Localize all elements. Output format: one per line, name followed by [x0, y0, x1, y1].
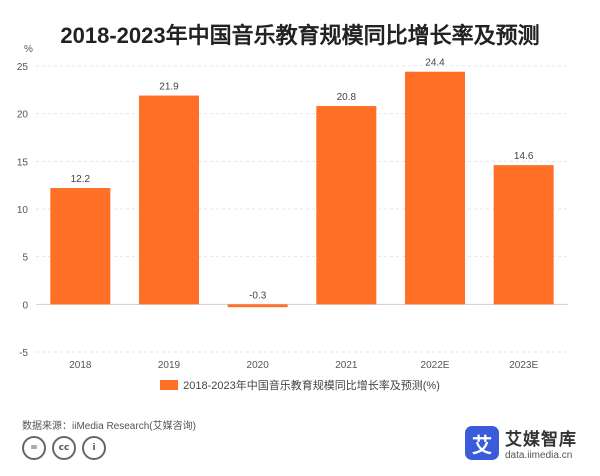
x-tick-label: 2023E — [509, 360, 538, 371]
brand-url: data.iimedia.cn — [505, 450, 573, 461]
chart-title: 2018-2023年中国音乐教育规模同比增长率及预测 — [60, 23, 540, 48]
x-tick-label: 2020 — [247, 360, 270, 371]
legend-label: 2018-2023年中国音乐教育规模同比增长率及预测(%) — [183, 380, 440, 392]
brand-logo: 艾 — [465, 426, 499, 460]
data-label: -0.3 — [249, 290, 267, 301]
y-tick-label: 0 — [22, 300, 28, 311]
data-label: 12.2 — [71, 174, 91, 185]
y-tick-label: 10 — [17, 205, 29, 216]
x-tick-label: 2022E — [421, 360, 450, 371]
y-axis-unit: % — [24, 44, 33, 55]
bar-2022E — [405, 71, 465, 305]
x-tick-label: 2018 — [69, 360, 92, 371]
y-tick-label: 20 — [17, 110, 29, 121]
equal-icon: = — [22, 436, 46, 460]
y-tick-label: 5 — [22, 253, 28, 264]
source-note: 数据来源：iiMedia Research(艾媒咨询) — [22, 421, 196, 432]
data-label: 21.9 — [159, 82, 179, 93]
y-tick-label: 15 — [17, 157, 29, 168]
x-tick-label: 2019 — [158, 360, 181, 371]
brand: 艾 艾媒智库 data.iimedia.cn — [465, 425, 577, 461]
cc-icon: cc — [52, 436, 76, 460]
license-icons: = cc i — [22, 436, 106, 460]
data-label: 14.6 — [514, 151, 534, 162]
bar-2019 — [139, 95, 199, 305]
y-tick-label: -5 — [19, 348, 28, 359]
data-label: 24.4 — [425, 58, 445, 69]
person-icon: i — [82, 436, 106, 460]
bar-2023E — [493, 165, 554, 305]
data-label: 20.8 — [337, 92, 357, 103]
x-tick-label: 2021 — [335, 360, 358, 371]
brand-name: 艾媒智库 — [505, 430, 577, 449]
legend-swatch — [160, 380, 179, 390]
bar-2021 — [316, 106, 377, 305]
bar-2020 — [227, 304, 288, 308]
y-tick-label: 25 — [17, 62, 29, 73]
legend: 2018-2023年中国音乐教育规模同比增长率及预测(%) — [0, 377, 600, 393]
bar-2018 — [50, 188, 111, 305]
